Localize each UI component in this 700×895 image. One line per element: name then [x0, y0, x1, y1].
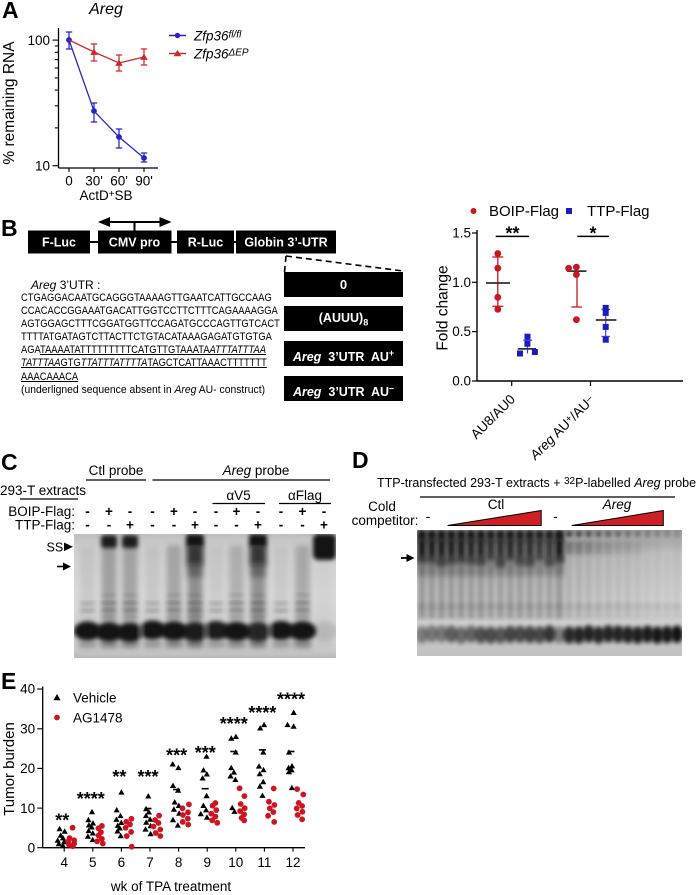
svg-text:-: -	[322, 504, 327, 519]
svg-text:293-T extracts: 293-T extracts	[0, 483, 86, 498]
svg-text:Cold: Cold	[368, 499, 396, 514]
svg-text:+: +	[126, 518, 134, 533]
svg-text:TTP-Flag: TTP-Flag	[587, 203, 650, 220]
svg-text:Ctl: Ctl	[488, 497, 505, 512]
svg-text:-: -	[150, 518, 155, 533]
svg-text:7: 7	[146, 855, 154, 870]
svg-text:60': 60'	[110, 174, 128, 189]
svg-text:0.5: 0.5	[452, 324, 471, 339]
svg-text:Zfp36fl/fl: Zfp36fl/fl	[193, 29, 242, 44]
svg-text:-: -	[279, 518, 284, 533]
svg-text:-: -	[279, 504, 284, 519]
svg-text:AU8/AU0: AU8/AU0	[468, 392, 518, 442]
svg-text:Areg: Areg	[88, 1, 123, 18]
svg-text:Tumor burden: Tumor burden	[1, 722, 18, 816]
svg-text:8: 8	[175, 855, 183, 870]
svg-text:F-Luc: F-Luc	[42, 236, 76, 250]
svg-text:BOIP-Flag:: BOIP-Flag:	[8, 504, 75, 519]
svg-text:-: -	[234, 518, 239, 533]
svg-text:****: ****	[220, 714, 248, 734]
svg-text:*: *	[589, 224, 596, 244]
svg-text:1.5: 1.5	[452, 226, 471, 241]
svg-text:TTP-Flag:: TTP-Flag:	[15, 518, 75, 533]
svg-text:1.0: 1.0	[452, 275, 471, 290]
svg-text:**: **	[505, 224, 519, 244]
svg-text:-: -	[300, 518, 305, 533]
svg-text:-: -	[553, 508, 558, 524]
svg-text:+: +	[105, 504, 113, 519]
svg-text:+: +	[299, 504, 307, 519]
svg-text:-: -	[426, 508, 431, 524]
svg-text:-: -	[214, 518, 219, 533]
svg-text:0: 0	[65, 174, 73, 189]
svg-text:12: 12	[285, 855, 300, 870]
svg-text:+: +	[320, 518, 328, 533]
svg-text:***: ***	[195, 743, 216, 763]
svg-text:11: 11	[257, 855, 271, 870]
svg-text:20: 20	[20, 761, 35, 776]
svg-text:Ctl probe: Ctl probe	[89, 463, 144, 478]
svg-text:Globin 3’-UTR: Globin 3’-UTR	[244, 236, 327, 250]
svg-text:100: 100	[27, 33, 50, 48]
svg-text:Vehicle: Vehicle	[73, 691, 117, 706]
svg-text:10: 10	[35, 159, 50, 174]
svg-text:competitor:: competitor:	[352, 513, 419, 528]
svg-text:30: 30	[20, 722, 35, 737]
svg-text:-: -	[128, 504, 133, 519]
svg-text:4: 4	[60, 855, 68, 870]
svg-text:10: 10	[228, 855, 243, 870]
svg-text:% remaining RNA: % remaining RNA	[1, 41, 18, 165]
svg-text:BOIP-Flag: BOIP-Flag	[489, 203, 559, 220]
svg-text:40: 40	[20, 682, 35, 697]
svg-text:****: ****	[277, 690, 305, 710]
svg-text:***: ***	[166, 746, 187, 766]
svg-text:-: -	[256, 504, 261, 519]
svg-text:-: -	[150, 504, 155, 519]
svg-text:wk of TPA treatment: wk of TPA treatment	[110, 879, 232, 894]
svg-text:αFlag: αFlag	[288, 488, 322, 503]
svg-text:-: -	[85, 504, 90, 519]
svg-text:**: **	[55, 811, 69, 831]
svg-text:-: -	[214, 504, 219, 519]
svg-text:+: +	[191, 518, 199, 533]
svg-text:***: ***	[137, 767, 158, 787]
svg-text:**: **	[112, 767, 126, 787]
svg-text:6: 6	[118, 855, 126, 870]
svg-text:0.0: 0.0	[452, 374, 471, 389]
svg-text:Fold change: Fold change	[435, 265, 452, 350]
svg-text:SS: SS	[47, 541, 64, 555]
svg-text:5: 5	[89, 855, 97, 870]
svg-text:9: 9	[203, 855, 211, 870]
svg-text:-: -	[172, 518, 177, 533]
svg-text:****: ****	[77, 789, 105, 809]
svg-text:-: -	[193, 504, 198, 519]
svg-text:TTP-transfected 293-T extracts: TTP-transfected 293-T extracts + 32P-lab…	[377, 476, 696, 490]
svg-text:αV5: αV5	[226, 488, 250, 503]
svg-text:90': 90'	[135, 174, 153, 189]
svg-text:****: ****	[248, 703, 276, 723]
svg-text:ActD+SB: ActD+SB	[79, 188, 132, 203]
svg-text:-: -	[85, 518, 90, 533]
svg-text:0: 0	[28, 840, 36, 855]
svg-text:+: +	[254, 518, 262, 533]
svg-text:Areg probe: Areg probe	[222, 463, 290, 478]
svg-text:10: 10	[20, 801, 35, 816]
svg-text:-: -	[107, 518, 112, 533]
svg-text:+: +	[233, 504, 241, 519]
svg-text:AG1478: AG1478	[73, 711, 123, 726]
svg-text:R-Luc: R-Luc	[188, 236, 223, 250]
svg-text:30': 30'	[85, 174, 103, 189]
svg-text:Areg: Areg	[602, 497, 632, 512]
svg-text:+: +	[170, 504, 178, 519]
svg-text:Areg AU+/AU–: Areg AU+/AU–	[526, 392, 597, 463]
svg-text:Zfp36ΔEP: Zfp36ΔEP	[193, 47, 249, 62]
svg-text:CMV pro: CMV pro	[109, 236, 161, 250]
